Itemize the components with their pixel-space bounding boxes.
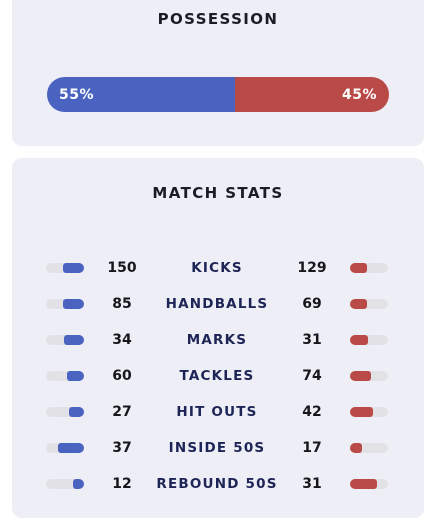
away-mini-bar-fill bbox=[350, 443, 362, 453]
away-value: 17 bbox=[302, 440, 322, 456]
home-mini-bar-fill bbox=[64, 335, 84, 345]
home-mini-bar-fill bbox=[66, 371, 84, 381]
match-stats-card: MATCH STATS 150 KICKS 129 85 HANDBALLS 6… bbox=[12, 158, 424, 518]
away-value: 31 bbox=[302, 476, 322, 492]
match-stats-title: MATCH STATS bbox=[152, 184, 284, 202]
stat-row-tackles: 60 TACKLES 74 bbox=[12, 366, 424, 386]
home-mini-bar-fill bbox=[57, 443, 84, 453]
home-value: 37 bbox=[112, 440, 132, 456]
home-mini-bar bbox=[46, 479, 84, 489]
stat-label: MARKS bbox=[186, 332, 248, 348]
home-mini-bar-fill bbox=[73, 479, 84, 489]
away-mini-bar bbox=[350, 443, 388, 453]
away-mini-bar bbox=[350, 371, 388, 381]
home-mini-bar-fill bbox=[63, 299, 84, 309]
possession-home-segment: 55% bbox=[47, 77, 236, 112]
possession-title: POSSESSION bbox=[157, 10, 279, 28]
home-value: 27 bbox=[112, 404, 132, 420]
stat-label: INSIDE 50S bbox=[168, 440, 266, 456]
stat-row-hit-outs: 27 HIT OUTS 42 bbox=[12, 402, 424, 422]
stat-row-rebound-50s: 12 REBOUND 50S 31 bbox=[12, 474, 424, 494]
stat-label: TACKLES bbox=[179, 368, 255, 384]
home-mini-bar bbox=[46, 443, 84, 453]
stat-label: HANDBALLS bbox=[165, 296, 269, 312]
away-mini-bar-fill bbox=[350, 407, 374, 417]
home-mini-bar bbox=[46, 263, 84, 273]
home-mini-bar bbox=[46, 299, 84, 309]
away-value: 31 bbox=[302, 332, 322, 348]
away-mini-bar bbox=[350, 335, 388, 345]
away-value: 129 bbox=[297, 260, 327, 276]
away-mini-bar-fill bbox=[350, 335, 369, 345]
away-value: 69 bbox=[302, 296, 322, 312]
stat-row-marks: 34 MARKS 31 bbox=[12, 330, 424, 350]
stat-label: KICKS bbox=[191, 260, 243, 276]
possession-away-segment: 45% bbox=[235, 77, 389, 112]
home-mini-bar bbox=[46, 335, 84, 345]
home-mini-bar bbox=[46, 407, 84, 417]
possession-away-label: 45% bbox=[341, 86, 377, 103]
home-mini-bar-fill bbox=[69, 407, 84, 417]
away-value: 74 bbox=[302, 368, 322, 384]
away-mini-bar bbox=[350, 407, 388, 417]
away-mini-bar bbox=[350, 479, 388, 489]
home-mini-bar-fill bbox=[63, 263, 84, 273]
home-value: 34 bbox=[112, 332, 132, 348]
home-value: 85 bbox=[112, 296, 132, 312]
stat-label: REBOUND 50S bbox=[156, 476, 278, 492]
home-value: 150 bbox=[107, 260, 137, 276]
stat-row-inside-50s: 37 INSIDE 50S 17 bbox=[12, 438, 424, 458]
stat-label: HIT OUTS bbox=[176, 404, 258, 420]
away-value: 42 bbox=[302, 404, 322, 420]
possession-card: POSSESSION 55% 45% bbox=[12, 0, 424, 146]
away-mini-bar-fill bbox=[350, 371, 371, 381]
away-mini-bar-fill bbox=[350, 479, 378, 489]
away-mini-bar-fill bbox=[350, 263, 368, 273]
away-mini-bar bbox=[350, 263, 388, 273]
possession-bar: 55% 45% bbox=[47, 77, 389, 112]
home-value: 12 bbox=[112, 476, 132, 492]
home-value: 60 bbox=[112, 368, 132, 384]
stat-row-kicks: 150 KICKS 129 bbox=[12, 258, 424, 278]
home-mini-bar bbox=[46, 371, 84, 381]
away-mini-bar-fill bbox=[350, 299, 368, 309]
stat-row-handballs: 85 HANDBALLS 69 bbox=[12, 294, 424, 314]
away-mini-bar bbox=[350, 299, 388, 309]
possession-home-label: 55% bbox=[59, 86, 95, 103]
